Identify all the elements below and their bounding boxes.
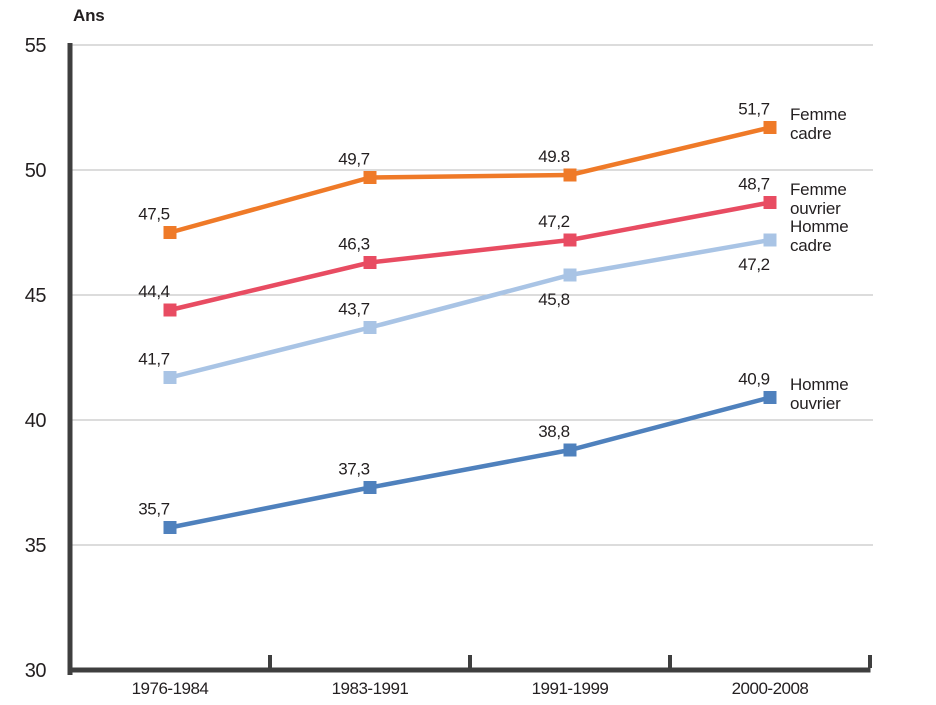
data-point-marker — [363, 321, 377, 334]
series-line-homme-cadre — [169, 237, 771, 380]
legend-label-line: Femme — [790, 179, 847, 199]
data-point-marker — [363, 171, 377, 184]
x-axis-line — [67, 667, 871, 673]
series-line-femme-ouvrier — [169, 200, 771, 313]
data-point-label: 47,2 — [538, 212, 570, 231]
data-point-marker — [763, 233, 777, 247]
data-point-label: 38,8 — [538, 422, 570, 441]
data-point-marker — [363, 256, 377, 269]
data-point-marker — [163, 371, 177, 384]
data-point-marker — [363, 481, 377, 494]
data-point-label: 35,7 — [138, 500, 170, 519]
y-tick-label: 45 — [25, 285, 47, 307]
data-point-label: 46,3 — [338, 235, 370, 254]
legend-label-homme-ouvrier: Homme ouvrier — [790, 375, 849, 413]
legend-label-femme-ouvrier: Femme ouvrier — [790, 180, 847, 218]
y-tick-label: 40 — [25, 410, 47, 432]
data-point-marker — [763, 391, 777, 404]
data-point-label: 48,7 — [738, 175, 770, 194]
data-point-label: 44,4 — [138, 282, 170, 301]
y-axis-title: Ans — [73, 6, 105, 25]
data-point-marker — [563, 443, 577, 457]
data-point-label: 45,8 — [538, 290, 570, 309]
data-point-label: 40,9 — [738, 370, 770, 389]
x-tick-label: 2000-2008 — [732, 679, 809, 698]
data-point-label: 37,3 — [338, 460, 370, 479]
data-point-label: 51,7 — [738, 100, 770, 119]
legend-label-homme-cadre: Homme cadre — [790, 217, 849, 255]
x-tick-label: 1991-1999 — [532, 679, 609, 698]
y-axis-line — [67, 43, 73, 675]
y-tick-label: 30 — [25, 660, 47, 682]
legend-label-line: ouvrier — [790, 198, 841, 218]
y-tick-label: 55 — [25, 35, 47, 57]
data-point-marker — [563, 233, 577, 247]
data-point-marker — [563, 168, 577, 182]
x-axis-tick — [668, 655, 672, 668]
data-point-label: 49,7 — [338, 150, 370, 169]
legend-label-femme-cadre: Femme cadre — [790, 105, 847, 143]
x-tick-label: 1976-1984 — [132, 679, 209, 698]
data-point-marker — [163, 226, 177, 239]
x-axis-tick — [868, 655, 872, 668]
data-point-label: 43,7 — [338, 300, 370, 319]
data-point-marker — [563, 268, 577, 282]
x-tick-label: 1983-1991 — [332, 679, 409, 698]
data-point-label: 47,5 — [138, 205, 170, 224]
data-point-marker — [763, 121, 777, 134]
series-line-femme-cadre — [169, 125, 771, 235]
legend-label-line: ouvrier — [790, 393, 841, 413]
data-point-label: 49.8 — [538, 147, 570, 166]
data-point-label: 47,2 — [738, 255, 770, 274]
x-axis-tick — [268, 655, 272, 668]
legend-label-line: Homme — [790, 374, 849, 394]
legend-label-line: Femme — [790, 104, 847, 124]
data-point-marker — [763, 196, 777, 209]
legend-label-line: Homme — [790, 217, 849, 236]
legend-label-line: cadre — [790, 123, 832, 143]
series-line-homme-ouvrier — [169, 395, 771, 530]
legend-label-line: cadre — [790, 236, 832, 255]
y-tick-label: 35 — [25, 535, 47, 557]
data-point-marker — [163, 521, 177, 534]
y-tick-label: 50 — [25, 160, 47, 182]
data-point-marker — [163, 303, 177, 317]
x-axis-tick — [468, 655, 472, 668]
data-point-label: 41,7 — [138, 350, 170, 369]
